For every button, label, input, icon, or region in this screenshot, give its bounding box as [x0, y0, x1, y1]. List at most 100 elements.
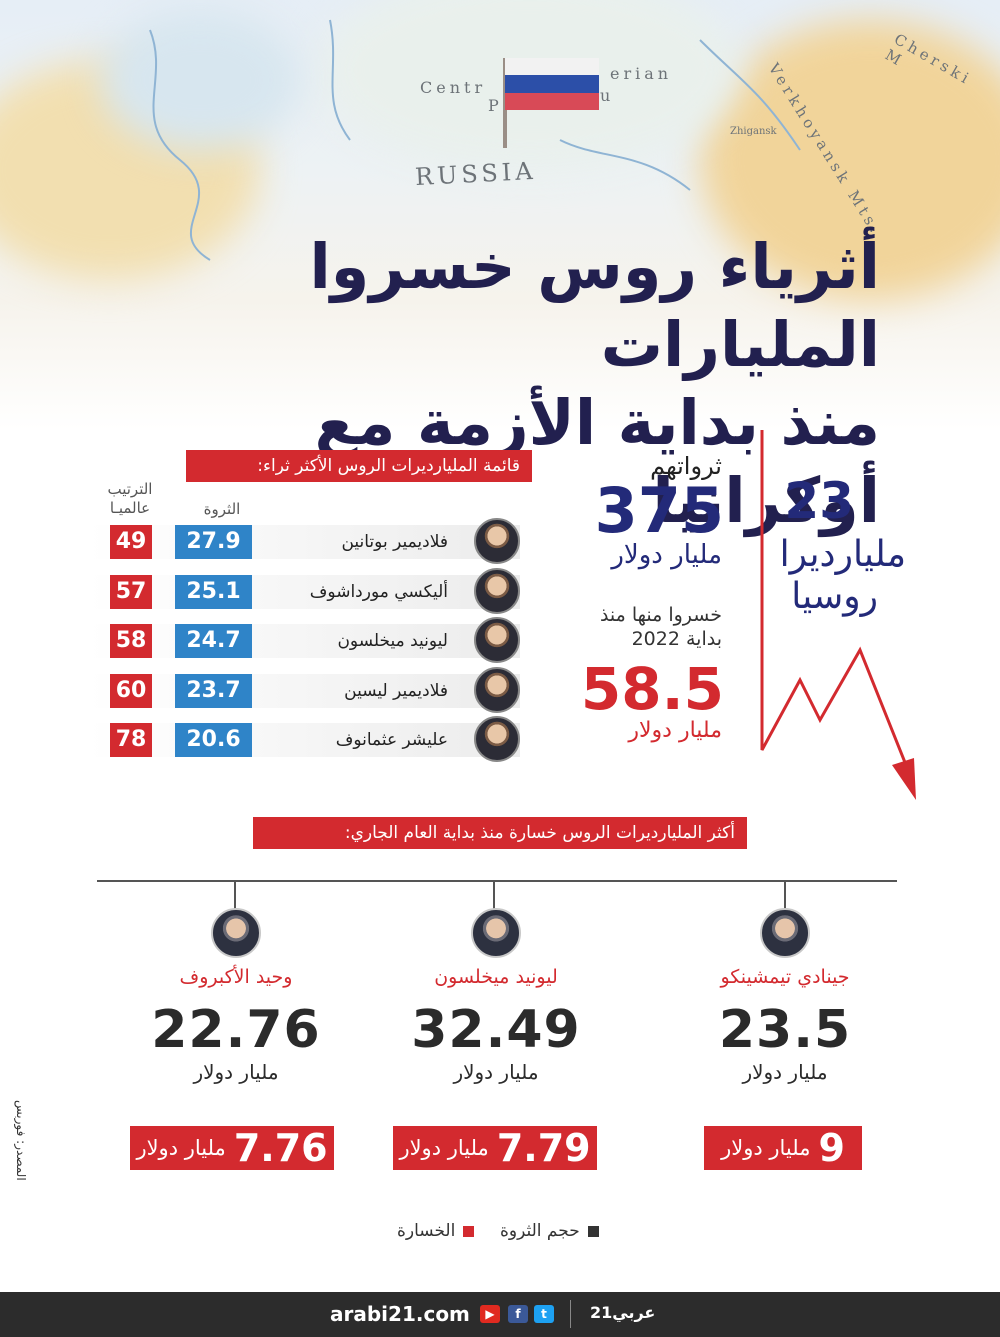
row-bar	[88, 525, 520, 559]
rank-badge: 60	[110, 674, 152, 708]
billionaire-name: ليونيد ميخلسون	[337, 631, 448, 651]
legend-wealth-label: حجم الثروة	[500, 1221, 580, 1241]
loser-wealth: 23.5	[718, 1000, 852, 1060]
map-label-centr: Centr	[420, 78, 487, 97]
billionaire-name: فلاديمير بوتانين	[341, 532, 448, 552]
facebook-icon[interactable]: f	[508, 1305, 528, 1323]
wealth-value: 375	[594, 474, 724, 547]
loss-unit: مليار دولار	[136, 1136, 226, 1160]
avatar	[474, 716, 520, 762]
rank-badge: 78	[110, 723, 152, 757]
loss-unit: مليار دولار	[399, 1136, 489, 1160]
twitter-icon[interactable]: t	[534, 1305, 554, 1323]
worth-badge: 23.7	[175, 674, 252, 708]
list-heading: قائمة المليارديرات الروس الأكثر ثراء:	[186, 450, 532, 482]
source-credit: المصدر: فوربس	[14, 1100, 28, 1181]
worth-badge: 27.9	[175, 525, 252, 559]
legend-loss: الخسارة	[397, 1221, 475, 1241]
loser-wealth: 22.76	[151, 1000, 321, 1060]
col-rank-line-1: الترتيب	[107, 480, 153, 498]
row-bar	[88, 575, 520, 609]
avatar	[474, 518, 520, 564]
count-label-2: روسيا	[791, 576, 878, 617]
loser-name: جينادي تيمشينكو	[720, 966, 850, 988]
legend-wealth-swatch	[587, 1225, 599, 1237]
billionaire-name: أليكسي مورداشوف	[309, 582, 448, 602]
lost-label-1: خسروا منها منذ	[599, 604, 722, 626]
billionaire-name: فلاديمير ليسين	[344, 681, 448, 701]
list-row: 49 27.9 فلاديمير بوتانين	[88, 518, 520, 564]
loss-badge: 9 مليار دولار	[704, 1126, 862, 1170]
loss-value: 7.79	[496, 1126, 591, 1170]
river-lines	[149, 19, 801, 261]
avatar	[474, 617, 520, 663]
row-bar	[88, 624, 520, 658]
loss-badge: 7.76 مليار دولار	[130, 1126, 334, 1170]
avatar	[474, 568, 520, 614]
loser-wealth-unit: مليار دولار	[193, 1060, 279, 1084]
count-value: 23	[784, 472, 854, 530]
loss-value: 9	[818, 1126, 845, 1170]
decline-arrow-icon	[760, 430, 916, 800]
avatar	[760, 908, 810, 958]
col-rank-line-2: عالميـا	[109, 499, 151, 517]
timeline-tick	[234, 880, 236, 910]
map-label-p: P	[488, 96, 503, 115]
list-row: 58 24.7 ليونيد ميخلسون	[88, 617, 520, 663]
loss-value: 7.76	[233, 1126, 328, 1170]
col-worth-label: الثروة	[203, 500, 241, 518]
worth-badge: 24.7	[175, 624, 252, 658]
youtube-icon[interactable]: ▶	[480, 1305, 500, 1323]
loser-card: ليونيد ميخلسون 32.49 مليار دولار	[366, 908, 626, 1084]
brand-logo: عربي21	[590, 1303, 656, 1322]
rank-badge: 57	[110, 575, 152, 609]
row-bar	[88, 674, 520, 708]
list-row: 57 25.1 أليكسي مورداشوف	[88, 568, 520, 614]
legend-loss-label: الخسارة	[397, 1221, 456, 1241]
loser-wealth: 32.49	[411, 1000, 581, 1060]
lost-label-2: بداية 2022	[631, 628, 722, 650]
wealth-label: ثرواتهم	[650, 452, 722, 480]
worth-badge: 20.6	[175, 723, 252, 757]
timeline-tick	[493, 880, 495, 910]
map-label-u: u	[600, 86, 615, 105]
map-background: Centr erian P u RUSSIA Zhigansk Verkhoya…	[0, 0, 1000, 430]
col-rank-label: الترتيب عالميـا	[90, 480, 170, 518]
page-title: أثرياء روس خسروا المليارات منذ بداية الأ…	[80, 228, 880, 540]
map-label-zhigansk: Zhigansk	[730, 126, 777, 137]
loss-badge: 7.79 مليار دولار	[393, 1126, 597, 1170]
row-bar	[88, 723, 520, 757]
loss-unit: مليار دولار	[721, 1136, 811, 1160]
site-link[interactable]: arabi21.com	[330, 1302, 470, 1326]
title-line-2: منذ بداية الأزمة مع أوكرانيا	[314, 386, 880, 537]
loser-name: وحيد الأكبروف	[179, 966, 293, 988]
avatar	[471, 908, 521, 958]
billionaire-name: عليشر عثمانوف	[335, 730, 448, 750]
count-label-1: مليارديرا	[779, 534, 906, 575]
loser-wealth-unit: مليار دولار	[453, 1060, 539, 1084]
loser-name: ليونيد ميخلسون	[434, 966, 558, 988]
losers-heading: أكثر المليارديرات الروس خسارة منذ بداية …	[253, 817, 747, 849]
rank-badge: 58	[110, 624, 152, 658]
list-row: 78 20.6 عليشر عثمانوف	[88, 716, 520, 762]
avatar	[474, 667, 520, 713]
timeline-line	[97, 880, 897, 882]
wealth-unit: مليار دولار	[611, 540, 722, 570]
map-label-siberian: erian	[610, 64, 673, 83]
loser-wealth-unit: مليار دولار	[742, 1060, 828, 1084]
worth-badge: 25.1	[175, 575, 252, 609]
timeline-tick	[784, 880, 786, 910]
lost-unit: مليار دولار	[628, 718, 722, 743]
title-line-1: أثرياء روس خسروا المليارات	[309, 230, 880, 381]
footer-divider	[570, 1300, 571, 1328]
legend-loss-swatch	[463, 1225, 475, 1237]
loser-card: وحيد الأكبروف 22.76 مليار دولار	[106, 908, 366, 1084]
russia-flag-icon	[505, 58, 599, 110]
avatar	[211, 908, 261, 958]
footer: arabi21.com ▶ f t عربي21	[0, 1292, 1000, 1337]
rank-badge: 49	[110, 525, 152, 559]
lost-value: 58.5	[580, 655, 724, 723]
legend-wealth: حجم الثروة	[500, 1221, 599, 1241]
loser-card: جينادي تيمشينكو 23.5 مليار دولار	[655, 908, 915, 1084]
list-row: 60 23.7 فلاديمير ليسين	[88, 667, 520, 713]
